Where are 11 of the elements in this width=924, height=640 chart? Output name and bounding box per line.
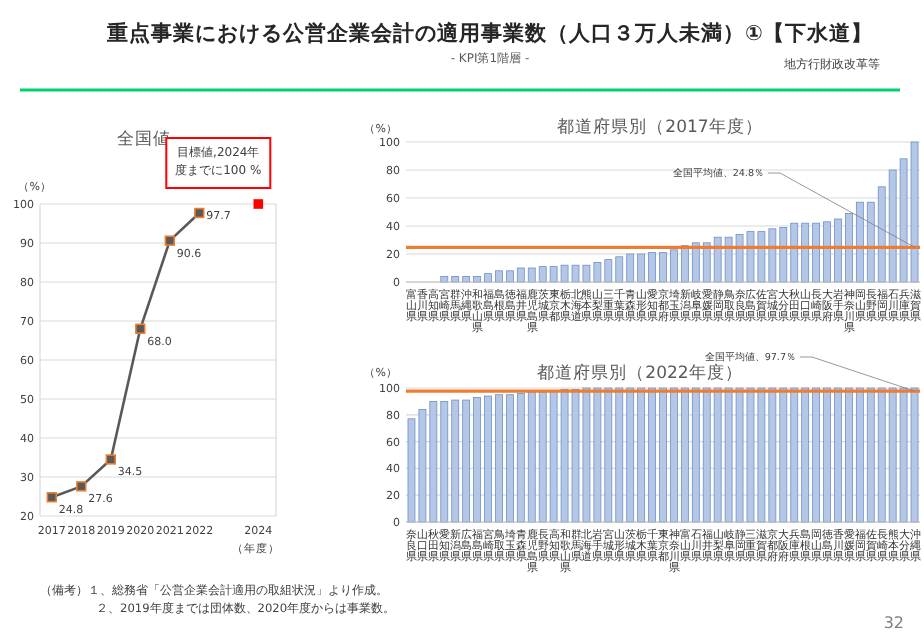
text: 32 — [883, 614, 904, 632]
point — [164, 235, 175, 246]
point — [135, 323, 146, 334]
chart-title: 都道府県別（2017年度） — [557, 116, 763, 138]
point — [253, 199, 264, 209]
point — [76, 481, 87, 492]
chart-title: 都道府県別（2022年度） — [537, 362, 743, 384]
point — [194, 207, 205, 219]
point — [105, 454, 116, 465]
point — [46, 492, 57, 503]
text: 重点事業における公営企業会計の適用事業数（人口３万人未満）①【下水道】 — [105, 20, 873, 46]
